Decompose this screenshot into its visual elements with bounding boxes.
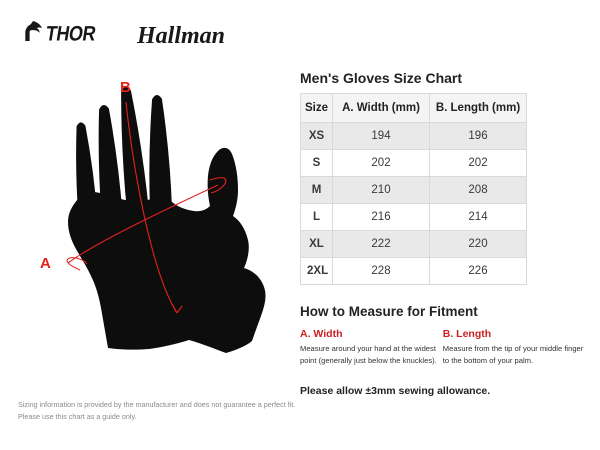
svg-text:A: A — [40, 255, 51, 272]
svg-text:B: B — [120, 79, 131, 96]
